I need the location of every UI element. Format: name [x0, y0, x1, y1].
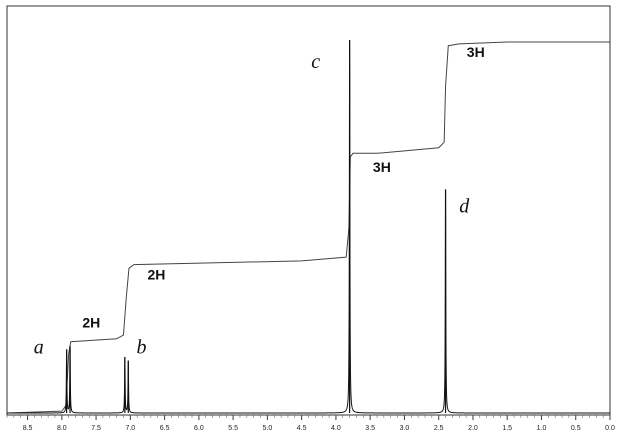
x-tick-label: 8.0 — [57, 425, 67, 432]
peak-label: c — [311, 51, 320, 73]
peak-label: d — [459, 196, 470, 218]
x-tick-label: 0.5 — [571, 425, 581, 432]
integral-label: 2H — [82, 315, 100, 331]
x-tick-label: 0.0 — [605, 425, 615, 432]
labels-layer: 2H 2H 3H 3H a b c d — [34, 44, 485, 359]
x-tick-label: 6.5 — [160, 425, 170, 432]
integral-curve — [6, 41, 610, 414]
x-tick-label: 5.0 — [263, 425, 273, 432]
x-tick-label: 4.5 — [297, 425, 307, 432]
x-tick-label: 8.5 — [23, 425, 33, 432]
x-tick-label: 4.0 — [331, 425, 341, 432]
x-tick-label: 1.5 — [502, 425, 512, 432]
x-tick-label: 3.5 — [365, 425, 375, 432]
peak-label: a — [34, 337, 44, 359]
integral-label: 3H — [373, 159, 391, 175]
peak-label: b — [137, 337, 147, 359]
spectrum-line — [7, 40, 610, 414]
integral-label: 2H — [147, 266, 165, 282]
x-tick-label: 7.5 — [91, 425, 101, 432]
x-tick-label: 2.5 — [434, 425, 444, 432]
x-tick-label: 1.0 — [537, 425, 547, 432]
x-tick-label: 2.0 — [468, 425, 478, 432]
x-tick-label: 6.0 — [194, 425, 204, 432]
integral-layer — [6, 41, 610, 414]
plot-border — [6, 5, 611, 416]
x-axis-ticks: 8.5 8.0 7.5 7.0 6.5 6.0 5.5 5.0 4.5 4.0 3.5 3.0 2.5 2… — [6, 415, 615, 432]
integral-label: 3H — [467, 44, 485, 60]
spectrum-layer — [7, 40, 610, 414]
x-tick-label: 5.5 — [228, 425, 238, 432]
x-tick-label: 7.0 — [125, 425, 135, 432]
x-tick-label: 3.0 — [400, 425, 410, 432]
